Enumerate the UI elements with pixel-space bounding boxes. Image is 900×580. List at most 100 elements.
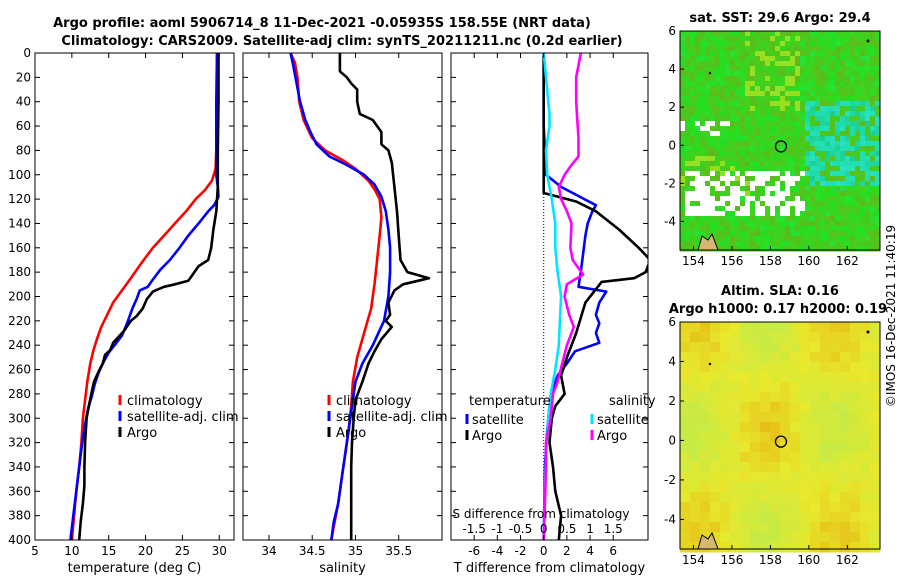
heatmap-cell [785, 216, 791, 222]
heatmap-cell [795, 196, 801, 202]
heatmap-cell [740, 176, 746, 182]
heatmap-cell [875, 211, 881, 217]
heatmap-cell [845, 161, 851, 167]
heatmap-cell [850, 462, 861, 473]
heatmap-cell [860, 111, 866, 117]
heatmap-cell [855, 96, 861, 102]
heatmap-cell [710, 342, 721, 353]
heatmap-cell [720, 432, 731, 443]
heatmap-cell [770, 61, 776, 67]
heatmap-cell [875, 241, 881, 247]
heatmap-cell [790, 121, 796, 127]
heatmap-cell [825, 106, 831, 112]
y-tick-label: 2 [668, 394, 676, 408]
heatmap-cell [690, 412, 701, 423]
heatmap-cell [765, 136, 771, 142]
heatmap-cell [710, 442, 721, 453]
series-line-salinity-satellite [542, 53, 563, 540]
heatmap-cell [735, 221, 741, 227]
heatmap-cell [865, 31, 871, 37]
heatmap-cell [770, 76, 776, 82]
heatmap-cell [745, 221, 751, 227]
panel-salinity: 34 34.5 35 35.5salinityclimatologysatellite… [242, 52, 448, 576]
y-tick-label: 220 [8, 314, 31, 328]
heatmap-cell [790, 502, 801, 513]
heatmap-cell [730, 482, 741, 493]
heatmap-cell [760, 382, 771, 393]
heatmap-cell [720, 241, 726, 247]
heatmap-cell [740, 352, 751, 363]
y-tick-label: 160 [8, 241, 31, 255]
heatmap-cell [735, 181, 741, 187]
heatmap-cell [835, 76, 841, 82]
heatmap-cell [840, 432, 851, 443]
heatmap-cell [680, 422, 691, 433]
heatmap-cell [740, 452, 751, 463]
heatmap-cell [750, 176, 756, 182]
heatmap-cell [815, 46, 821, 52]
heatmap-cell [820, 231, 826, 237]
heatmap-cell [750, 46, 756, 52]
heatmap-cell [720, 542, 731, 553]
heatmap-cell [790, 246, 796, 252]
heatmap-cell [690, 156, 696, 162]
heatmap-cell [695, 61, 701, 67]
heatmap-cell [725, 76, 731, 82]
heatmap-cell [725, 141, 731, 147]
heatmap-cell [810, 66, 816, 72]
heatmap-cell [760, 181, 766, 187]
heatmap-cell [755, 166, 761, 172]
heatmap-cell [865, 111, 871, 117]
heatmap-cell [705, 186, 711, 192]
heatmap-cell [695, 226, 701, 232]
heatmap-cell [685, 91, 691, 97]
heatmap-cell [850, 231, 856, 237]
heatmap-cell [695, 171, 701, 177]
heatmap-cell [800, 151, 806, 157]
heatmap-cell [825, 96, 831, 102]
heatmap-cell [815, 121, 821, 127]
heatmap-cell [680, 221, 686, 227]
heatmap-cell [780, 36, 786, 42]
heatmap-cell [715, 211, 721, 217]
heatmap-cell [720, 171, 726, 177]
heatmap-cell [800, 452, 811, 463]
heatmap-cell [710, 522, 721, 533]
heatmap-cell [865, 156, 871, 162]
heatmap-cell [850, 412, 861, 423]
heatmap-cell [830, 191, 836, 197]
heatmap-cell [800, 86, 806, 92]
heatmap-cell [850, 56, 856, 62]
heatmap-cell [685, 41, 691, 47]
heatmap-cell [705, 71, 711, 77]
heatmap-cell [735, 156, 741, 162]
heatmap-cell [800, 66, 806, 72]
heatmap-cell [825, 181, 831, 187]
heatmap-cell [730, 121, 736, 127]
heatmap-cell [710, 141, 716, 147]
heatmap-cell [855, 196, 861, 202]
x-tick-label: 20 [138, 544, 153, 558]
heatmap-cell [695, 216, 701, 222]
heatmap-cell [875, 56, 881, 62]
heatmap-cell [770, 241, 776, 247]
heatmap-cell [800, 121, 806, 127]
heatmap-cell [745, 196, 751, 202]
heatmap-cell [875, 216, 881, 222]
heatmap-cell [765, 241, 771, 247]
heatmap-cell [680, 201, 686, 207]
legend-label: Argo [127, 426, 157, 441]
heatmap-cell [760, 231, 766, 237]
heatmap-cell [735, 46, 741, 52]
heatmap-cell [820, 146, 826, 152]
heatmap-cell [835, 146, 841, 152]
heatmap-cell [730, 161, 736, 167]
heatmap-cell [785, 226, 791, 232]
heatmap-cell [790, 36, 796, 42]
heatmap-cell [740, 66, 746, 72]
heatmap-cell [775, 36, 781, 42]
heatmap-cell [740, 422, 751, 433]
heatmap-cell [775, 216, 781, 222]
heatmap-cell [770, 141, 776, 147]
heatmap-cell [730, 432, 741, 443]
